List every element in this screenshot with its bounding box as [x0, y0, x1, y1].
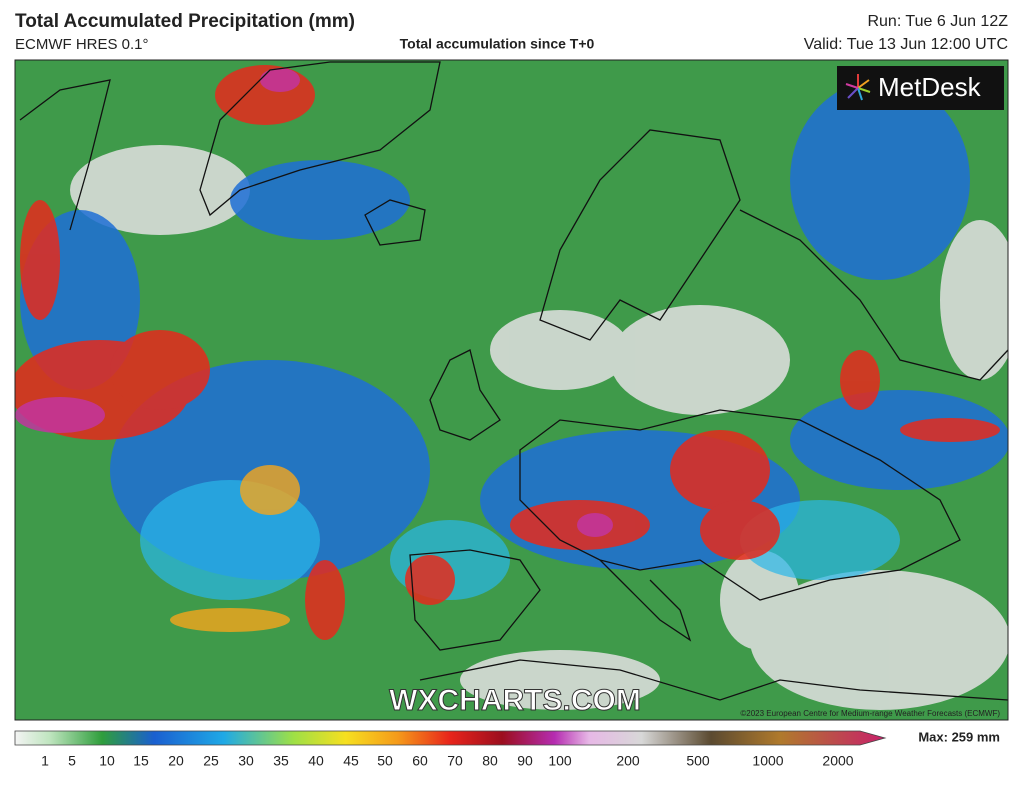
colorbar-label: 70 — [447, 753, 463, 769]
colorbar-label: 50 — [377, 753, 393, 769]
subtitle: Total accumulation since T+0 — [400, 36, 595, 52]
colorbar-label: 80 — [482, 753, 498, 769]
model: ECMWF HRES 0.1° — [15, 36, 149, 53]
copyright: ©2023 European Centre for Medium-range W… — [740, 709, 1000, 718]
colorbar-label: 1000 — [752, 753, 783, 769]
map: MetDesk WXCHARTS.COM ©2023 European Cent… — [15, 60, 1008, 720]
logo: MetDesk — [878, 72, 982, 102]
colorbar-label: 15 — [133, 753, 149, 769]
colorbar-label: 60 — [412, 753, 428, 769]
colorbar-label: 500 — [686, 753, 710, 769]
colorbar-label: 200 — [616, 753, 640, 769]
colorbar-label: 25 — [203, 753, 219, 769]
colorbar-label: 40 — [308, 753, 324, 769]
title: Total Accumulated Precipitation (mm) — [15, 11, 355, 32]
colorbar-label: 35 — [273, 753, 289, 769]
colorbar-label: 20 — [168, 753, 184, 769]
colorbar-label: 100 — [548, 753, 572, 769]
colorbar-label: 10 — [99, 753, 115, 769]
logo-icon — [845, 74, 871, 101]
colorbar-label: 1 — [41, 753, 49, 769]
colorbar-label: 45 — [343, 753, 359, 769]
colorbar-label: 30 — [238, 753, 254, 769]
colorbar-label: 90 — [517, 753, 533, 769]
colorbar-labels: 1 5 10 15 20 25 30 35 40 45 50 60 70 80 90 100 200 500 100… — [41, 753, 854, 769]
colorbar-label: 5 — [68, 753, 76, 769]
run-time: Run: Tue 6 Jun 12Z — [867, 13, 1008, 30]
colorbar-label: 2000 — [822, 753, 853, 769]
colorbar — [14, 730, 887, 746]
max-label: Max: 259 mm — [918, 729, 1000, 744]
map-frame — [14, 59, 1009, 721]
valid-time: Valid: Tue 13 Jun 12:00 UTC — [804, 36, 1008, 53]
watermark: WXCHARTS.COM — [389, 684, 641, 717]
logo-box — [837, 66, 1004, 110]
